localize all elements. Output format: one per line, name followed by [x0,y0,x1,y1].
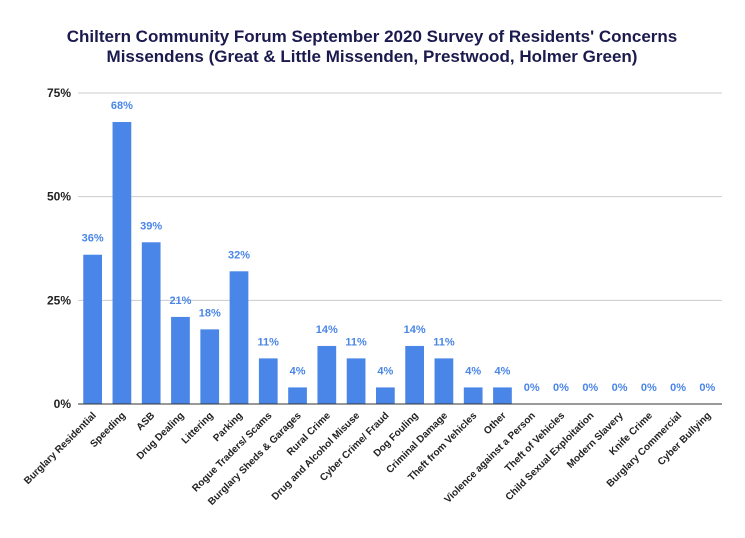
x-tick-label: Littering [180,410,216,446]
bar [375,387,395,404]
data-label: 4% [495,365,511,377]
data-label: 11% [345,336,367,348]
y-tick-label: 75% [47,86,71,100]
data-labels: 36% 68% 39% 21% 18% 32% 11% 4% 14% 11% 4% 14% 11% 4% 4… [82,100,716,394]
data-label: 0% [553,382,569,394]
data-label: 39% [140,220,162,232]
bars [83,122,512,404]
bar [141,242,161,404]
data-label: 0% [641,382,657,394]
data-label: 0% [699,382,715,394]
data-label: 14% [316,324,338,336]
data-label: 0% [582,382,598,394]
gridlines [78,92,722,301]
data-label: 0% [524,382,540,394]
bar [171,316,190,404]
bar [346,358,366,404]
x-tick-label: ASB [135,410,158,433]
y-tick-label: 25% [47,293,71,307]
bar [288,387,307,404]
y-axis-ticks: 0% 25% 50% 75% [47,86,71,411]
bar [434,358,454,404]
data-label: 21% [169,295,191,307]
bar [83,254,103,404]
data-label: 14% [404,324,426,336]
y-tick-label: 0% [54,397,72,411]
data-label: 0% [612,382,628,394]
data-label: 11% [433,336,455,348]
data-label: 11% [258,336,280,348]
bar [405,345,425,404]
bar [493,387,512,404]
y-tick-label: 50% [47,190,71,204]
bar [112,122,132,404]
bar [229,271,249,404]
chart-subtitle: Missendens (Great & Little Missenden, Pr… [107,47,638,66]
x-tick-label: Other [482,410,509,437]
data-label: 36% [82,233,104,245]
bar [258,358,278,404]
chart-title: Chiltern Community Forum September 2020 … [67,27,678,46]
bar [317,345,337,404]
x-tick-label: Cyber Bullying [656,410,714,468]
data-label: 4% [377,365,393,377]
bar [200,329,220,404]
data-label: 4% [290,365,306,377]
x-tick-label: Burglary Residential [22,410,99,487]
data-label: 18% [199,307,221,319]
data-label: 68% [111,100,133,112]
data-label: 0% [670,382,686,394]
data-label: 4% [465,365,481,377]
data-label: 32% [228,249,250,261]
bar [463,387,483,404]
